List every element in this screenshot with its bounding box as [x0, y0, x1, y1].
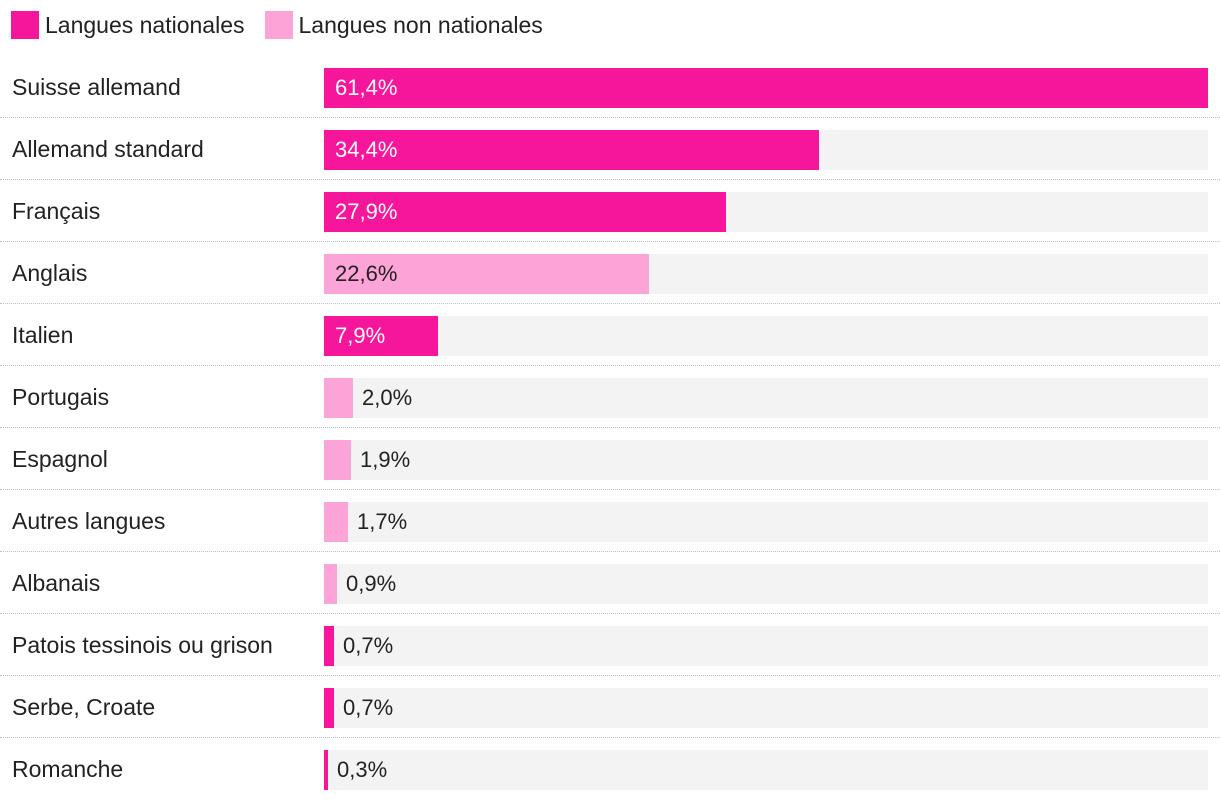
chart-row: Anglais 22,6%: [0, 242, 1220, 304]
bar-chart: Suisse allemand 61,4% Allemand standard 34,…: [0, 56, 1220, 800]
bar: [324, 564, 337, 604]
legend-item-non-national: Langues non nationales: [264, 10, 543, 40]
legend-swatch-non-national: [264, 11, 293, 39]
category-label: Allemand standard: [12, 136, 204, 162]
value-label: 0,9%: [346, 571, 397, 596]
value-label: 34,4%: [335, 137, 398, 162]
bar-track: 0,7%: [324, 626, 1208, 666]
bar: [324, 440, 351, 480]
bar-track: 1,7%: [324, 502, 1208, 542]
value-label: 27,9%: [335, 199, 398, 224]
bar-track: 27,9%: [324, 192, 1208, 232]
value-label: 0,7%: [343, 633, 394, 658]
category-label: Autres langues: [12, 508, 166, 534]
legend-item-national: Langues nationales: [11, 10, 245, 40]
chart-row: Allemand standard 34,4%: [0, 118, 1220, 180]
bar: [324, 626, 334, 666]
bar-track: 0,7%: [324, 688, 1208, 728]
chart-row: Albanais 0,9%: [0, 552, 1220, 614]
bar: [324, 378, 353, 418]
bar: [324, 192, 726, 232]
chart-row: Serbe, Croate 0,7%: [0, 676, 1220, 738]
category-label: Espagnol: [12, 446, 108, 472]
bar: [324, 68, 1208, 108]
value-label: 1,9%: [360, 447, 411, 472]
chart-row: Français 27,9%: [0, 180, 1220, 242]
bar-track: 61,4%: [324, 68, 1208, 108]
value-label: 7,9%: [335, 323, 386, 348]
category-label: Français: [12, 198, 101, 224]
value-label: 0,7%: [343, 695, 394, 720]
bar: [324, 502, 348, 542]
bar-track: 1,9%: [324, 440, 1208, 480]
legend: Langues nationales Langues non nationale…: [11, 10, 563, 40]
category-label: Italien: [12, 322, 74, 348]
value-label: 61,4%: [335, 75, 398, 100]
chart-row: Patois tessinois ou grison 0,7%: [0, 614, 1220, 676]
category-label: Anglais: [12, 260, 88, 286]
bar-track: 0,3%: [324, 750, 1208, 790]
category-label: Albanais: [12, 570, 101, 596]
bar: [324, 130, 819, 170]
category-label: Romanche: [12, 756, 124, 782]
bar-track: 2,0%: [324, 378, 1208, 418]
bar-track: 7,9%: [324, 316, 1208, 356]
bar: [324, 750, 328, 790]
chart-row: Espagnol 1,9%: [0, 428, 1220, 490]
value-label: 2,0%: [362, 385, 413, 410]
value-label: 1,7%: [357, 509, 408, 534]
bar-track: 22,6%: [324, 254, 1208, 294]
chart-row: Suisse allemand 61,4%: [0, 56, 1220, 118]
category-label: Serbe, Croate: [12, 694, 156, 720]
value-label: 22,6%: [335, 261, 398, 286]
bar: [324, 316, 438, 356]
chart-row: Romanche 0,3%: [0, 738, 1220, 800]
category-label: Patois tessinois ou grison: [12, 632, 273, 658]
value-label: 0,3%: [337, 757, 388, 782]
chart-row: Portugais 2,0%: [0, 366, 1220, 428]
bar-track: 0,9%: [324, 564, 1208, 604]
chart-row: Italien 7,9%: [0, 304, 1220, 366]
legend-label-non-national: Langues non nationales: [298, 12, 543, 38]
legend-swatch-national: [11, 11, 39, 39]
category-label: Suisse allemand: [12, 74, 181, 100]
category-label: Portugais: [12, 384, 110, 410]
legend-label-national: Langues nationales: [45, 12, 245, 38]
bar: [324, 254, 649, 294]
bar: [324, 688, 334, 728]
bar-track: 34,4%: [324, 130, 1208, 170]
chart-row: Autres langues 1,7%: [0, 490, 1220, 552]
